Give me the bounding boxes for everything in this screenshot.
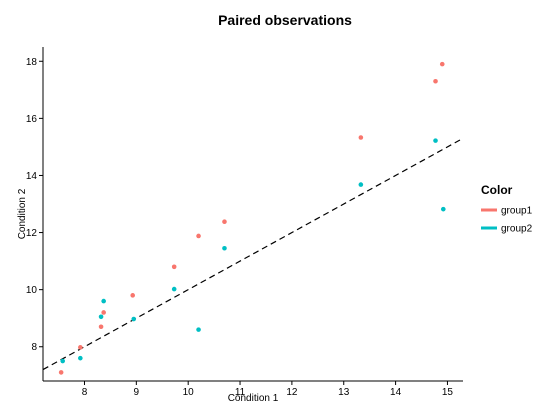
data-point-group2 bbox=[101, 299, 106, 304]
legend-entries: group1 group2 bbox=[481, 206, 533, 235]
x-tick-label: 8 bbox=[82, 387, 88, 398]
reference-line bbox=[43, 138, 463, 369]
legend-title: Color bbox=[481, 183, 513, 197]
data-point-group2 bbox=[131, 317, 136, 322]
x-tick-label: 14 bbox=[390, 387, 402, 398]
data-point-group2 bbox=[78, 356, 83, 361]
legend-label-group1: group1 bbox=[501, 206, 533, 217]
data-point-group1 bbox=[99, 324, 104, 329]
legend-label-group2: group2 bbox=[501, 224, 533, 235]
x-tick-label: 13 bbox=[338, 387, 350, 398]
data-point-group2 bbox=[172, 287, 177, 292]
data-points bbox=[59, 62, 446, 375]
x-tick-label: 15 bbox=[442, 387, 454, 398]
data-point-group2 bbox=[222, 246, 227, 251]
y-tick-label: 14 bbox=[26, 171, 38, 182]
data-point-group1 bbox=[222, 219, 227, 224]
data-point-group1 bbox=[172, 265, 177, 270]
data-point-group1 bbox=[433, 79, 438, 84]
y-axis-label: Condition 2 bbox=[17, 188, 28, 239]
reference-line-group bbox=[43, 138, 463, 369]
data-point-group1 bbox=[101, 310, 106, 315]
legend: Color group1 group2 bbox=[481, 183, 533, 235]
x-tick-label: 10 bbox=[183, 387, 195, 398]
data-point-group2 bbox=[196, 327, 201, 332]
data-point-group2 bbox=[433, 138, 438, 143]
data-point-group1 bbox=[359, 135, 364, 140]
data-point-group2 bbox=[99, 314, 104, 319]
data-point-group1 bbox=[59, 370, 64, 375]
data-point-group2 bbox=[359, 182, 364, 187]
x-tick-label: 12 bbox=[286, 387, 298, 398]
y-tick-label: 18 bbox=[26, 57, 38, 68]
y-tick-label: 10 bbox=[26, 285, 38, 296]
data-point-group2 bbox=[441, 207, 446, 212]
x-axis-label: Condition 1 bbox=[228, 393, 279, 404]
y-tick-label: 16 bbox=[26, 114, 38, 125]
data-point-group1 bbox=[196, 234, 201, 239]
y-tick-label: 8 bbox=[31, 342, 37, 353]
data-point-group2 bbox=[60, 359, 65, 364]
data-point-group1 bbox=[130, 293, 135, 298]
x-tick-label: 9 bbox=[134, 387, 140, 398]
data-point-group1 bbox=[78, 345, 83, 350]
chart-title: Paired observations bbox=[218, 12, 352, 28]
data-point-group1 bbox=[440, 62, 445, 67]
